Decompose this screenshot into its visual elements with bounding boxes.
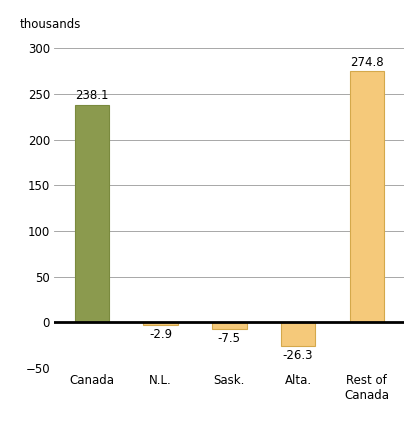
Text: 238.1: 238.1	[75, 89, 109, 102]
Bar	[349, 71, 384, 323]
Bar	[75, 105, 109, 323]
Text: -7.5: -7.5	[218, 332, 241, 345]
Text: 274.8: 274.8	[350, 55, 384, 68]
Text: -26.3: -26.3	[283, 349, 313, 362]
Text: -2.9: -2.9	[149, 328, 172, 341]
Bar	[143, 323, 178, 325]
Bar	[212, 323, 246, 329]
Bar	[281, 323, 315, 346]
Text: thousands: thousands	[19, 18, 80, 31]
